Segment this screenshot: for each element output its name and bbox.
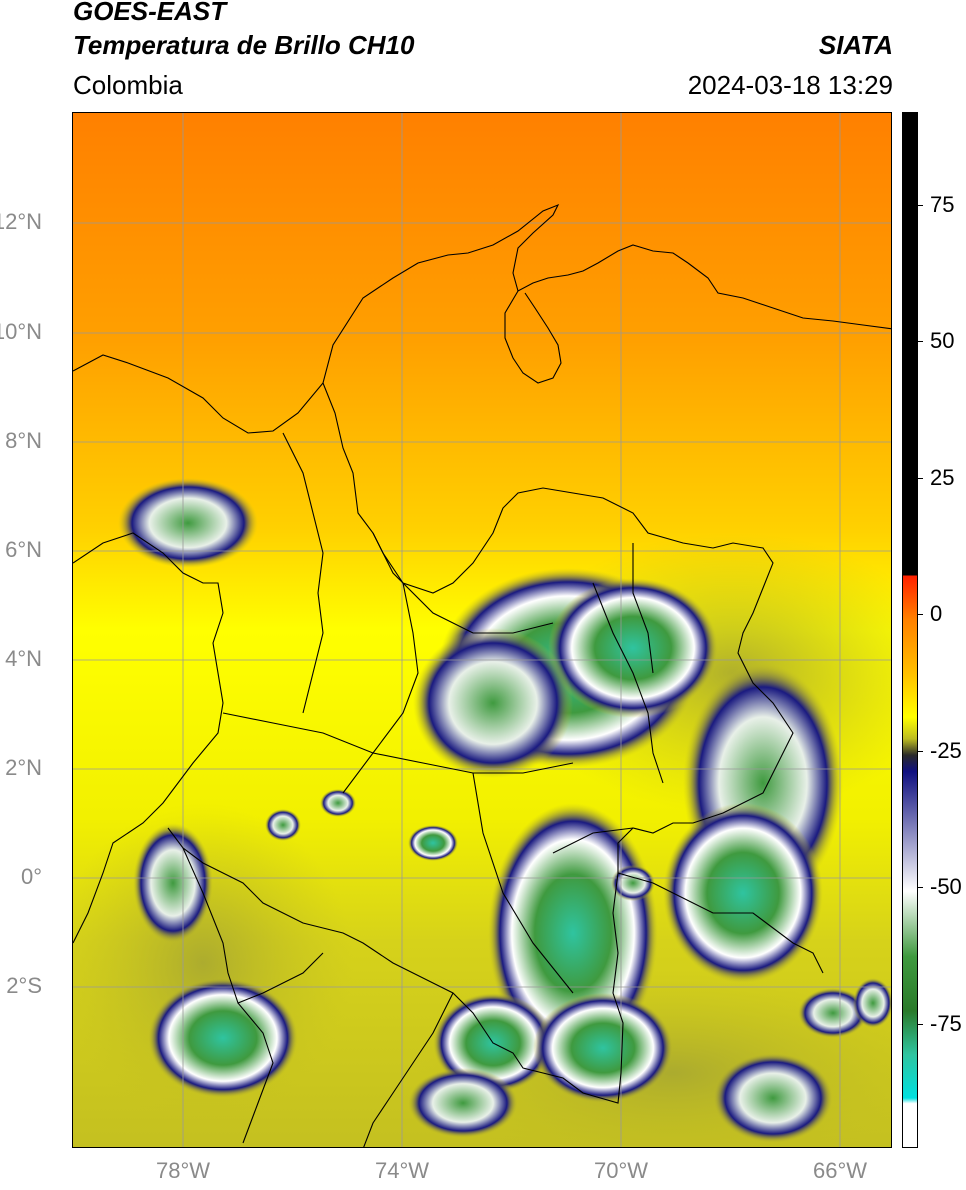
lat-label-4n: 4°N bbox=[5, 646, 42, 671]
caribbean-coastline bbox=[73, 203, 891, 434]
colorbar-tick-50 bbox=[917, 341, 923, 342]
lat-label-12n: 12°N bbox=[0, 209, 42, 234]
lon-label-70w: 70°W bbox=[593, 1158, 649, 1183]
cloud-cluster-southeast bbox=[713, 1053, 833, 1143]
colorbar-label-0: 0 bbox=[930, 601, 943, 626]
colorbar-label-minus75: -75 bbox=[930, 1011, 962, 1036]
lat-label-2n: 2°N bbox=[5, 755, 42, 780]
brand-label: SIATA bbox=[818, 30, 893, 60]
lat-label-2s: 2°S bbox=[6, 973, 42, 998]
cloud-cluster-south-2 bbox=[533, 993, 673, 1103]
temperature-colorbar bbox=[902, 112, 918, 1148]
cloud-cell-1 bbox=[408, 825, 458, 861]
product-title: Temperatura de Brillo CH10 bbox=[73, 30, 415, 60]
lat-label-8n: 8°N bbox=[5, 428, 42, 453]
cloud-cell-3 bbox=[265, 809, 301, 841]
cloud-cluster-northeast bbox=[548, 578, 718, 718]
interior-border-2 bbox=[342, 582, 419, 794]
cloud-cluster-east-south bbox=[663, 803, 823, 983]
interior-border-3 bbox=[282, 432, 324, 714]
colombia-border bbox=[167, 382, 794, 1104]
cloud-cluster-ecuador bbox=[148, 978, 298, 1098]
lon-label-78w: 78°W bbox=[155, 1158, 211, 1183]
colorbar-tick-minus25 bbox=[917, 751, 923, 752]
lake-maracaibo bbox=[504, 290, 562, 384]
colorbar-label-75: 75 bbox=[930, 192, 955, 217]
interior-border-7 bbox=[632, 543, 654, 674]
peru-border bbox=[237, 1002, 274, 1144]
colorbar-label-25: 25 bbox=[930, 465, 955, 490]
pacific-coastline bbox=[73, 532, 224, 944]
gridlines bbox=[73, 113, 891, 1147]
interior-border-1 bbox=[592, 582, 664, 784]
lat-label-0: 0° bbox=[20, 864, 42, 889]
cloud-cluster-center bbox=[413, 628, 573, 778]
colorbar-tick-25 bbox=[917, 478, 923, 479]
interior-border-5 bbox=[222, 712, 574, 774]
cloud-cluster-panama bbox=[118, 478, 258, 568]
colorbar-tick-75 bbox=[917, 205, 923, 206]
interior-border-8 bbox=[552, 827, 634, 854]
colorbar-label-minus25: -25 bbox=[930, 738, 962, 763]
datetime-label: 2024-03-18 13:29 bbox=[687, 70, 893, 100]
interior-border-4 bbox=[372, 532, 554, 634]
colorbar-tick-minus75 bbox=[917, 1024, 923, 1025]
lon-label-66w: 66°W bbox=[812, 1158, 868, 1183]
colorbar-label-minus50: -50 bbox=[930, 874, 962, 899]
region-label: Colombia bbox=[73, 70, 183, 100]
cloud-cell-2 bbox=[320, 789, 356, 817]
cloud-cluster-south-3 bbox=[408, 1068, 518, 1138]
lat-label-6n: 6°N bbox=[5, 537, 42, 562]
interior-border-6 bbox=[472, 772, 574, 994]
colorbar-tick-0 bbox=[917, 614, 923, 615]
borders bbox=[73, 203, 891, 1147]
lat-label-10n: 10°N bbox=[0, 319, 42, 344]
southern-border bbox=[363, 992, 454, 1147]
colorbar-tick-minus50 bbox=[917, 887, 923, 888]
colorbar-label-50: 50 bbox=[930, 328, 955, 353]
lon-label-74w: 74°W bbox=[374, 1158, 430, 1183]
cloud-band-pacific bbox=[133, 823, 213, 943]
cloud-cell-5 bbox=[798, 988, 868, 1038]
cloud-cell-6 bbox=[853, 978, 891, 1028]
satellite-title: GOES-EAST bbox=[73, 0, 227, 26]
venezuela-brazil-border bbox=[617, 872, 824, 974]
map-frame bbox=[72, 112, 892, 1148]
brightness-temperature-map bbox=[73, 113, 891, 1147]
cloud-systems bbox=[118, 478, 891, 1143]
